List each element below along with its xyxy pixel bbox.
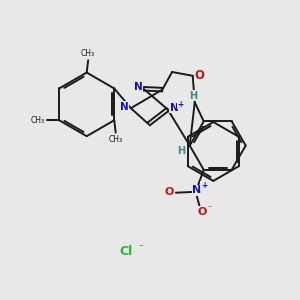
Text: N: N: [120, 102, 129, 112]
Text: N: N: [170, 103, 178, 113]
Text: +: +: [201, 182, 207, 190]
Text: N: N: [134, 82, 142, 92]
Text: CH₃: CH₃: [109, 135, 123, 144]
Text: Cl: Cl: [120, 245, 133, 258]
Text: CH₃: CH₃: [31, 116, 45, 125]
Text: N: N: [193, 185, 202, 195]
Text: ⁻: ⁻: [207, 203, 212, 212]
Text: O: O: [194, 69, 204, 82]
Text: O: O: [197, 207, 207, 217]
Text: H: H: [189, 91, 197, 101]
Text: CH₃: CH₃: [81, 49, 95, 58]
Text: +: +: [178, 100, 184, 109]
Text: O: O: [165, 187, 174, 197]
Text: H: H: [177, 146, 186, 156]
Text: ⁻: ⁻: [138, 243, 143, 253]
